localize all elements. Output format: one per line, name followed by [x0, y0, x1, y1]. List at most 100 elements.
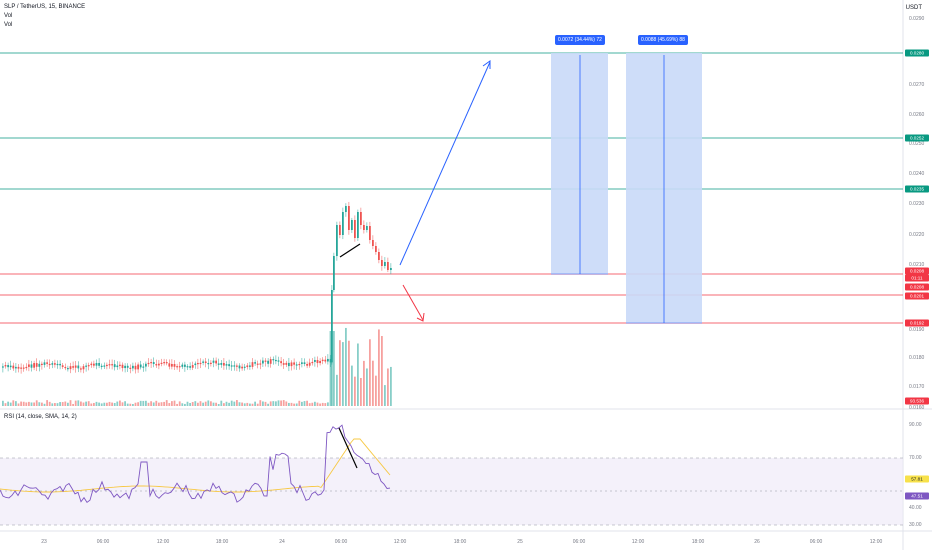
volume-bar — [69, 400, 72, 406]
price-tick: 0.0160 — [909, 405, 925, 411]
volume-bar — [176, 403, 178, 406]
time-tick: 18:00 — [215, 539, 229, 545]
candle-body — [155, 364, 158, 366]
candle-body — [194, 363, 197, 366]
candle-body — [331, 290, 333, 363]
volume-legend-1[interactable]: Vol — [4, 13, 13, 19]
candle-body — [311, 361, 314, 364]
candle-body — [264, 360, 267, 362]
candle-body — [4, 365, 7, 367]
measure-label-1[interactable]: 0.0072 (34.44%) 72 — [555, 35, 605, 45]
symbol-title[interactable]: SLP / TetherUS, 15, BINANCE — [4, 4, 86, 10]
volume-bar — [38, 402, 41, 406]
volume-bar — [80, 401, 82, 406]
candle-body — [321, 359, 324, 362]
volume-bar — [106, 402, 108, 406]
candle-body — [269, 359, 272, 364]
candle-body — [372, 240, 374, 246]
volume-bar — [168, 403, 171, 406]
volume-bar — [354, 376, 356, 406]
candle-body — [288, 362, 290, 367]
volume-bar — [134, 402, 137, 406]
candle-body — [295, 364, 298, 366]
candle-body — [189, 366, 191, 368]
candle-body — [225, 364, 228, 366]
volume-bar — [246, 402, 249, 406]
volume-bar — [321, 402, 324, 406]
volume-bar — [387, 368, 389, 406]
volume-bar — [372, 360, 374, 406]
volume-bar — [241, 402, 243, 406]
measure-rect-1[interactable] — [551, 53, 608, 274]
price-tick: 0.0170 — [909, 384, 925, 390]
volume-bar — [28, 401, 30, 406]
candle-body — [262, 360, 264, 364]
rsi-tick: 40.00 — [909, 505, 922, 511]
candle-body — [82, 366, 85, 370]
bearish-arrow[interactable] — [402, 284, 424, 321]
time-tick: 06:00 — [572, 539, 586, 545]
candle-body — [215, 360, 217, 364]
trend-arrows[interactable] — [399, 60, 491, 322]
bullish-arrow[interactable] — [399, 61, 491, 266]
volume-bar — [256, 403, 259, 406]
candle-body — [54, 363, 56, 365]
candle-body — [9, 365, 12, 368]
candle-body — [375, 246, 377, 252]
volume-bar — [225, 401, 228, 406]
volume-bar — [199, 401, 202, 406]
volume-bar — [220, 400, 223, 406]
volume-legend-2[interactable]: Vol — [4, 22, 13, 28]
time-tick: 12:00 — [631, 539, 645, 545]
volume-bar — [327, 402, 329, 406]
candle-body — [354, 220, 356, 238]
currency-label[interactable]: USDT — [905, 5, 922, 11]
volume-bar — [54, 403, 56, 406]
candle-body — [35, 363, 38, 367]
candle-body — [249, 365, 251, 367]
candle-body — [285, 362, 288, 365]
candle-body — [243, 366, 246, 368]
candle-body — [171, 364, 173, 367]
rsi-divergence-line[interactable] — [338, 427, 358, 469]
time-tick: 18:00 — [691, 539, 705, 545]
measure-tools[interactable] — [551, 53, 702, 324]
candle-body — [275, 359, 277, 362]
volume-bar — [351, 365, 353, 406]
volume-bar — [108, 401, 111, 406]
volume-bar — [184, 403, 186, 406]
volume-bar — [306, 400, 308, 406]
candles — [2, 201, 392, 374]
volume-bar — [67, 402, 69, 406]
rsi-line — [0, 424, 391, 504]
candle-body — [121, 364, 124, 369]
volume-bar — [152, 402, 155, 406]
candle-body — [241, 366, 243, 369]
rsi-pane[interactable] — [0, 424, 903, 526]
volume-bar — [17, 403, 20, 406]
rsi-tick: 70.00 — [909, 455, 922, 461]
candle-body — [25, 366, 28, 369]
candle-body — [61, 365, 64, 367]
rsi-legend[interactable]: RSI (14, close, SMA, 14, 2) — [4, 414, 77, 420]
price-divergence-line[interactable] — [339, 243, 361, 258]
volume-bar — [158, 402, 160, 406]
volume-bar — [194, 401, 197, 406]
volume-bar — [137, 402, 139, 406]
candle-body — [384, 262, 386, 266]
volume-bar — [243, 403, 246, 406]
candle-body — [132, 365, 134, 369]
candle-body — [111, 364, 113, 366]
candle-body — [223, 362, 225, 366]
candle-body — [236, 365, 238, 367]
volume-bar — [129, 403, 132, 406]
volume-bar — [345, 327, 347, 406]
horizontal-levels[interactable] — [0, 52, 903, 324]
candle-body — [282, 363, 285, 365]
volume-bar — [369, 339, 371, 406]
volume-bar — [267, 403, 269, 406]
measure-label-2[interactable]: 0.0088 (45.69%) 88 — [638, 35, 688, 45]
countdown-label: 01:11 — [905, 274, 929, 282]
volume-bar — [215, 402, 217, 406]
